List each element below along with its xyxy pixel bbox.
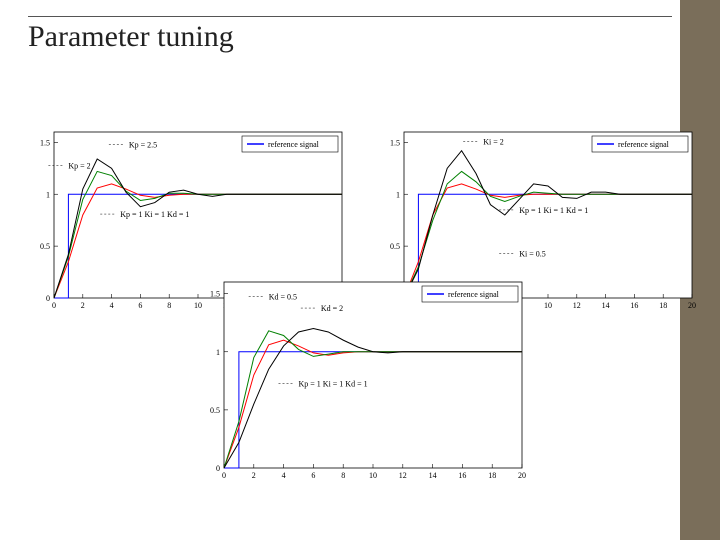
svg-text:0.5: 0.5 <box>40 242 50 251</box>
svg-text:0: 0 <box>52 301 56 310</box>
svg-text:12: 12 <box>399 471 407 480</box>
svg-text:4: 4 <box>282 471 286 480</box>
page-title: Parameter tuning <box>28 20 234 54</box>
svg-text:reference signal: reference signal <box>448 290 500 299</box>
svg-text:18: 18 <box>488 471 496 480</box>
svg-text:2: 2 <box>252 471 256 480</box>
svg-text:1: 1 <box>46 190 50 199</box>
svg-text:14: 14 <box>602 301 610 310</box>
title-underline <box>28 16 672 17</box>
svg-text:0: 0 <box>216 464 220 473</box>
svg-text:10: 10 <box>369 471 377 480</box>
svg-text:Ki = 2: Ki = 2 <box>483 137 504 146</box>
svg-text:1: 1 <box>396 190 400 199</box>
svg-text:16: 16 <box>630 301 638 310</box>
svg-text:0: 0 <box>222 471 226 480</box>
svg-text:1.5: 1.5 <box>210 290 220 299</box>
svg-text:Kd = 2: Kd = 2 <box>321 304 343 313</box>
svg-text:4: 4 <box>110 301 114 310</box>
kd-chart: 0 2 4 6 8 10 12 14 16 18 20 0 0.5 1 1.5 Kd = 0.5 Kd = 2 K… <box>190 270 530 490</box>
svg-text:12: 12 <box>573 301 581 310</box>
svg-text:0: 0 <box>46 294 50 303</box>
svg-text:8: 8 <box>167 301 171 310</box>
svg-text:Kp = 2: Kp = 2 <box>68 161 90 170</box>
svg-text:Kd = 0.5: Kd = 0.5 <box>269 292 297 301</box>
svg-text:Kp = 1 Ki = 1 Kd = 1: Kp = 1 Ki = 1 Kd = 1 <box>519 206 588 215</box>
svg-text:Kp = 1 Ki = 1 Kd = 1: Kp = 1 Ki = 1 Kd = 1 <box>120 210 189 219</box>
svg-text:2: 2 <box>81 301 85 310</box>
svg-text:6: 6 <box>311 471 315 480</box>
svg-text:reference signal: reference signal <box>268 140 320 149</box>
svg-text:10: 10 <box>544 301 552 310</box>
svg-text:1: 1 <box>216 348 220 357</box>
svg-text:0.5: 0.5 <box>390 242 400 251</box>
svg-text:20: 20 <box>688 301 696 310</box>
svg-text:1.5: 1.5 <box>390 138 400 147</box>
svg-text:Kp = 1 Ki = 1 Kd = 1: Kp = 1 Ki = 1 Kd = 1 <box>299 380 368 389</box>
svg-text:reference signal: reference signal <box>618 140 670 149</box>
svg-text:20: 20 <box>518 471 526 480</box>
svg-text:1.5: 1.5 <box>40 138 50 147</box>
svg-text:8: 8 <box>341 471 345 480</box>
svg-text:18: 18 <box>659 301 667 310</box>
svg-text:Ki = 0.5: Ki = 0.5 <box>519 250 546 259</box>
svg-text:Kp = 2.5: Kp = 2.5 <box>129 141 157 150</box>
svg-text:14: 14 <box>429 471 437 480</box>
svg-text:0.5: 0.5 <box>210 406 220 415</box>
svg-text:6: 6 <box>138 301 142 310</box>
svg-text:16: 16 <box>458 471 466 480</box>
